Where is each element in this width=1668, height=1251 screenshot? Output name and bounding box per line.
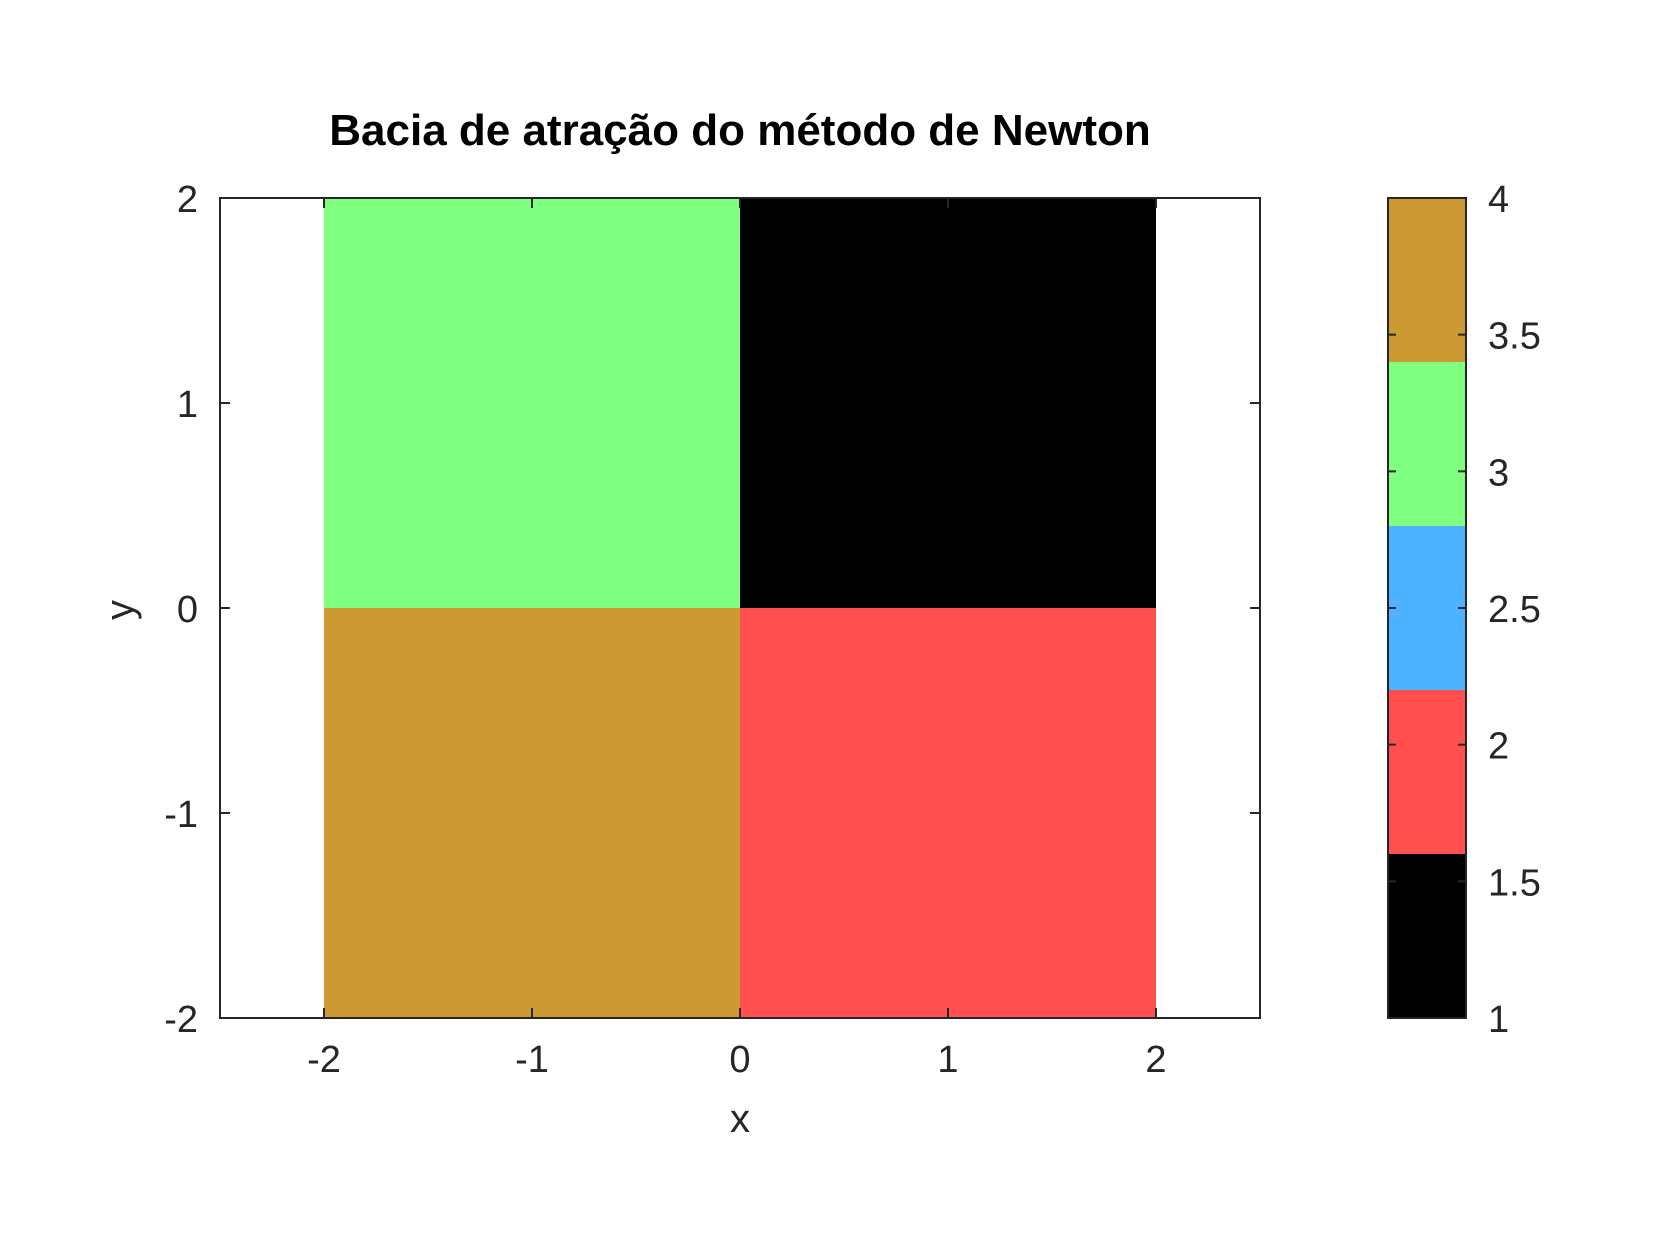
heatmap-cell-3 [740,608,1156,1018]
colorbar-band-1 [1388,690,1466,854]
colorbar-tick-label: 4 [1488,179,1509,221]
colorbar-tick-label: 1.5 [1488,862,1541,904]
colorbar-tick-label: 2.5 [1488,589,1541,631]
heatmap-cell-2 [324,608,740,1018]
y-tick-label: 0 [177,589,198,631]
x-tick-label: 2 [1145,1039,1166,1081]
colorbar-tick-label: 3.5 [1488,316,1541,358]
colorbar-band-0 [1388,854,1466,1018]
y-tick-label: -2 [164,999,198,1041]
y-axis-label: y [98,600,142,620]
x-tick-label: 1 [937,1039,958,1081]
colorbar-band-4 [1388,198,1466,362]
y-tick-label: 1 [177,384,198,426]
x-axis-label: x [730,1097,750,1141]
colorbar-tick-label: 2 [1488,726,1509,768]
y-tick-label: 2 [177,179,198,221]
plot-area: -2 -1 0 1 2 -2 -1 0 1 2 [164,179,1261,1081]
colorbar: 1 1.5 2 2.5 3 3.5 4 [1387,179,1541,1041]
heatmap-cell-1 [740,198,1156,608]
colorbar-band-3 [1388,362,1466,526]
colorbar-band-2 [1388,526,1466,690]
x-tick-label: 0 [729,1039,750,1081]
heatmap-cell-0 [324,198,740,608]
x-tick-label: -2 [307,1039,341,1081]
x-tick-label: -1 [515,1039,549,1081]
colorbar-tick-label: 3 [1488,452,1509,494]
chart-title: Bacia de atração do método de Newton [329,106,1151,155]
colorbar-tick-label: 1 [1488,999,1509,1041]
y-tick-label: -1 [164,794,198,836]
